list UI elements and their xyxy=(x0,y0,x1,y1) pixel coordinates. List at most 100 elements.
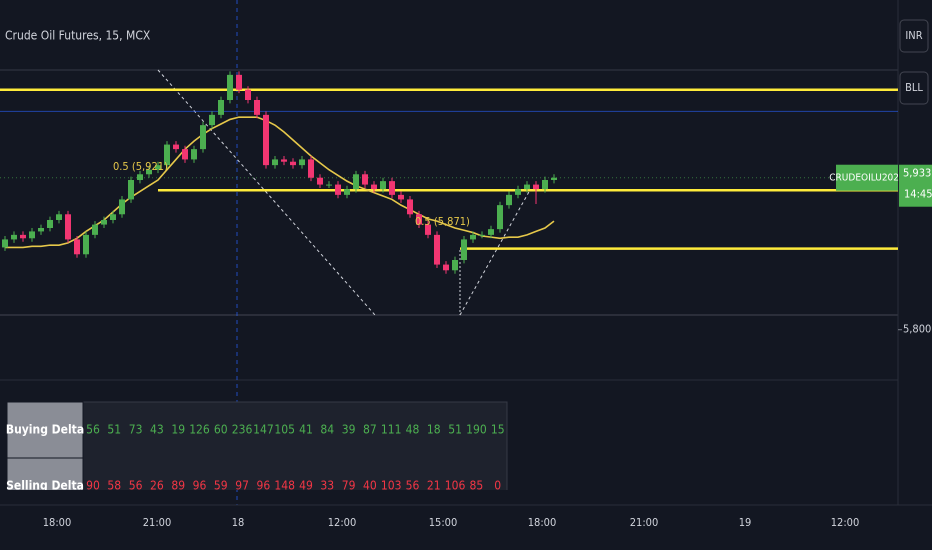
table-cell: 147 xyxy=(253,423,274,437)
table-cell: 79 xyxy=(342,479,356,493)
candle-body xyxy=(11,234,17,240)
trend-line xyxy=(157,69,376,316)
table-cell: 40 xyxy=(363,479,377,493)
x-tick-label: 15:00 xyxy=(429,516,458,529)
candle-body xyxy=(425,224,431,235)
trend-line xyxy=(459,189,531,316)
candle-body xyxy=(56,214,62,220)
candle-body xyxy=(479,234,485,236)
candle-body xyxy=(452,260,458,271)
candle-body xyxy=(236,74,242,90)
candle-body xyxy=(29,231,35,239)
table-cell: 41 xyxy=(299,423,313,437)
x-tick-label: 21:00 xyxy=(630,516,659,529)
scale-button xyxy=(899,71,929,105)
candle-body xyxy=(398,194,404,200)
candle-body xyxy=(335,184,341,195)
candle-body xyxy=(308,159,314,178)
table-cell: 48 xyxy=(406,423,420,437)
table-cell: 15 xyxy=(491,423,505,437)
table-cell: 43 xyxy=(150,423,164,437)
candle-body xyxy=(47,220,53,228)
candle-body xyxy=(38,228,44,232)
candle-body xyxy=(254,100,260,115)
candle-body xyxy=(146,169,152,175)
candle-body xyxy=(119,199,125,215)
candle-body xyxy=(299,159,305,166)
table-cell: 97 xyxy=(235,479,249,493)
table-cell: 51 xyxy=(107,423,121,437)
table-cell: 190 xyxy=(466,423,487,437)
table-cell: 96 xyxy=(193,479,207,493)
candle-body xyxy=(209,114,215,126)
candle-body xyxy=(533,184,539,190)
candle-body xyxy=(416,214,422,225)
candle-body xyxy=(434,234,440,265)
table-cell: 58 xyxy=(107,479,121,493)
candle-body xyxy=(245,89,251,100)
candle-body xyxy=(470,234,476,240)
candle-body xyxy=(173,144,179,150)
table-cell: 56 xyxy=(406,479,420,493)
table-cell: 59 xyxy=(214,479,228,493)
table-cell: 60 xyxy=(214,423,228,437)
chart-title: Crude Oil Futures, 15, MCX xyxy=(5,29,151,43)
candle-body xyxy=(488,229,494,235)
delta-table: Buying Delta 56 51 73 43 19 126 60 236 147 105 41 84… xyxy=(6,401,508,493)
table-cell: 33 xyxy=(320,479,334,493)
table-cell: 18 xyxy=(427,423,441,437)
candle-body xyxy=(362,174,368,185)
candle-body xyxy=(371,184,377,190)
table-cell: 105 xyxy=(274,423,295,437)
candle-body xyxy=(443,264,449,271)
candle-body xyxy=(101,220,107,225)
candle-body xyxy=(83,234,89,255)
table-bg xyxy=(6,401,508,490)
last-price-badge xyxy=(899,164,932,207)
candle-body xyxy=(128,180,134,200)
x-tick-label: 18:00 xyxy=(43,516,72,529)
candle-body xyxy=(92,224,98,235)
table-cell: 126 xyxy=(189,423,210,437)
table-cell: 56 xyxy=(86,423,100,437)
candle-body xyxy=(542,180,548,190)
x-tick-label: 18:00 xyxy=(528,516,557,529)
row-header-cell xyxy=(6,457,84,490)
candle-body xyxy=(218,100,224,115)
table-cell: 49 xyxy=(299,479,313,493)
candle-body xyxy=(272,159,278,166)
table-cell: 84 xyxy=(320,423,334,437)
x-tick-label: 12:00 xyxy=(328,516,357,529)
table-cell: 106 xyxy=(445,479,466,493)
scale-button-label[interactable]: INR xyxy=(905,29,922,42)
row-header: Buying Delta xyxy=(6,423,84,437)
candle-body xyxy=(506,194,512,206)
last-time-label: 14:45 xyxy=(904,188,932,201)
table-cell: 89 xyxy=(171,479,185,493)
last-price-label: 5,933 xyxy=(903,167,931,180)
table-cell: 26 xyxy=(150,479,164,493)
y-tick-label: 5,800 xyxy=(903,323,931,336)
table-cell: 111 xyxy=(381,423,402,437)
candle-body xyxy=(353,174,359,190)
fib-label: 0.5 (5,921) xyxy=(113,160,168,173)
candle-body xyxy=(65,214,71,240)
x-tick-label: 21:00 xyxy=(143,516,172,529)
symbol-badge xyxy=(836,164,898,191)
fib-label: 0.5 (5,871) xyxy=(415,215,470,228)
candle-body xyxy=(20,234,26,239)
candle-body xyxy=(155,165,161,170)
scale-button-label[interactable]: BLL xyxy=(905,81,923,94)
scale-button xyxy=(899,19,929,53)
candle-body xyxy=(389,181,395,195)
table-cell: 0 xyxy=(494,479,501,493)
x-tick-label: 12:00 xyxy=(831,516,860,529)
candle-body xyxy=(110,214,116,220)
row-header: Selling Delta xyxy=(6,479,84,493)
candle-body xyxy=(164,144,170,166)
table-cell: 19 xyxy=(171,423,185,437)
symbol-label: CRUDEOILU2024 xyxy=(829,173,905,184)
candle-body xyxy=(407,199,413,215)
candle-body xyxy=(461,239,467,260)
